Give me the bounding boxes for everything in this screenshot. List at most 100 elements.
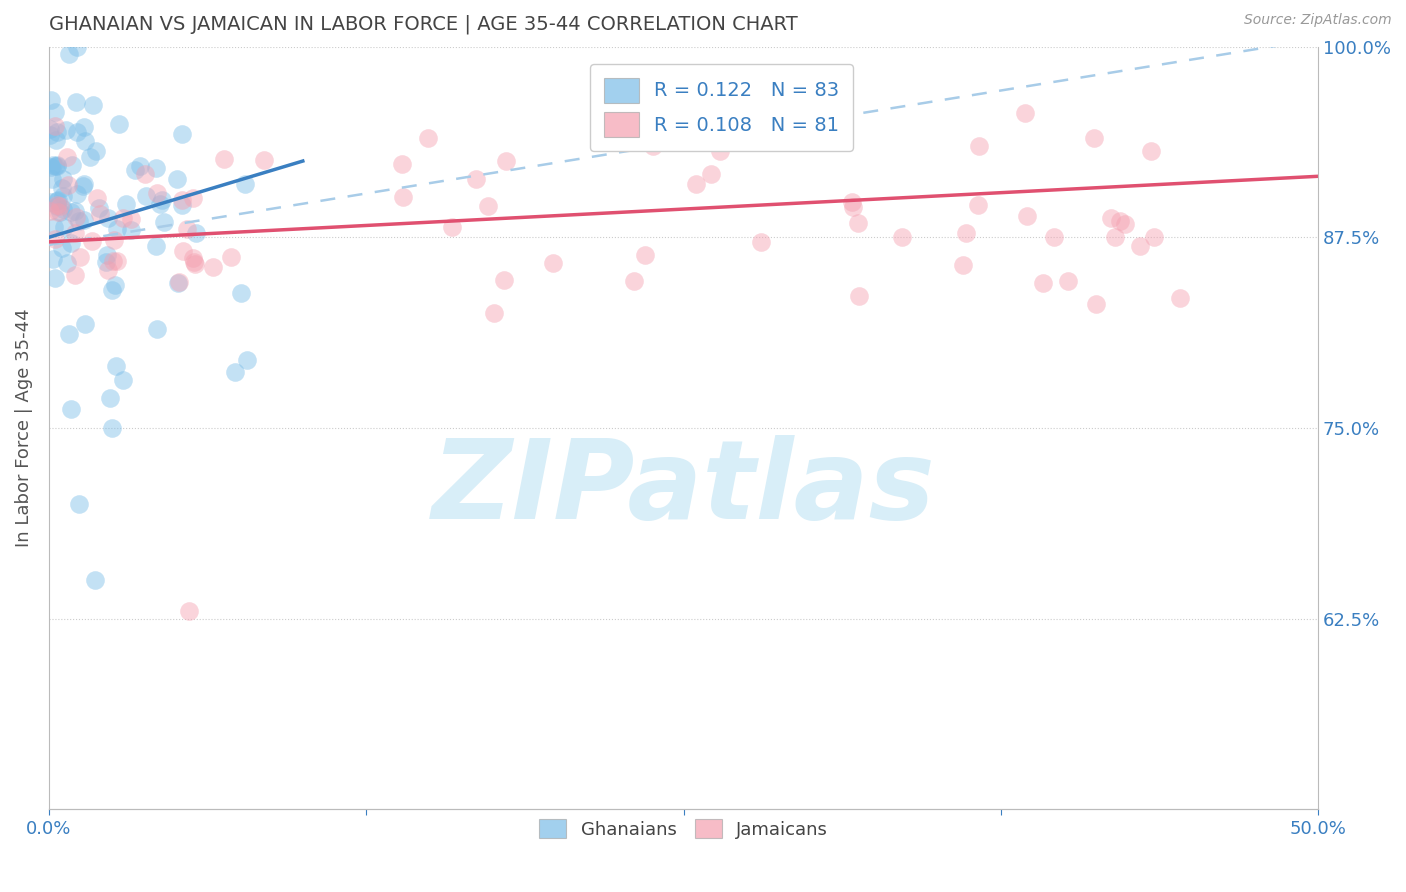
Point — [38, 204, 60, 219]
Point — [643, 139, 665, 153]
Point — [104, 278, 127, 293]
Point — [391, 157, 413, 171]
Point — [45, 125, 67, 139]
Point — [107, 254, 129, 268]
Point — [86, 191, 108, 205]
Point — [63, 203, 86, 218]
Point — [172, 127, 194, 141]
Point — [51, 241, 73, 255]
Point — [1099, 211, 1122, 226]
Point — [59, 235, 82, 250]
Point — [45, 194, 67, 209]
Point — [623, 274, 645, 288]
Point — [82, 98, 104, 112]
Point — [1085, 297, 1108, 311]
Point — [66, 125, 89, 139]
Text: Source: ZipAtlas.com: Source: ZipAtlas.com — [1244, 13, 1392, 28]
Point — [73, 177, 96, 191]
Point — [1104, 230, 1126, 244]
Point — [233, 177, 256, 191]
Point — [418, 130, 440, 145]
Point — [172, 193, 194, 207]
Point — [1014, 105, 1036, 120]
Point — [709, 145, 731, 159]
Text: ZIPatlas: ZIPatlas — [432, 435, 935, 542]
Point — [60, 204, 83, 219]
Point — [96, 247, 118, 261]
Point — [89, 207, 111, 221]
Point — [184, 227, 207, 241]
Point — [169, 275, 191, 289]
Point — [96, 211, 118, 226]
Point — [172, 244, 194, 258]
Point — [73, 213, 96, 227]
Point — [134, 167, 156, 181]
Point — [1168, 292, 1191, 306]
Legend: Ghanaians, Jamaicans: Ghanaians, Jamaicans — [531, 812, 835, 846]
Point — [69, 250, 91, 264]
Point — [72, 178, 94, 193]
Point — [1109, 214, 1132, 228]
Point — [44, 119, 66, 133]
Point — [56, 178, 79, 193]
Point — [634, 248, 657, 262]
Point — [52, 219, 75, 234]
Point — [41, 252, 63, 267]
Point — [39, 128, 62, 142]
Point — [46, 158, 69, 172]
Point — [44, 271, 66, 285]
Point — [841, 194, 863, 209]
Point — [150, 193, 173, 207]
Point — [51, 180, 73, 194]
Point — [183, 255, 205, 269]
Point — [112, 373, 135, 387]
Point — [952, 258, 974, 272]
Point — [97, 263, 120, 277]
Point — [170, 198, 193, 212]
Point — [66, 186, 89, 201]
Point — [73, 134, 96, 148]
Point — [166, 172, 188, 186]
Point — [181, 191, 204, 205]
Point — [846, 216, 869, 230]
Point — [52, 171, 75, 186]
Y-axis label: In Labor Force | Age 35-44: In Labor Force | Age 35-44 — [15, 309, 32, 547]
Point — [103, 233, 125, 247]
Point — [124, 163, 146, 178]
Point — [219, 251, 242, 265]
Point — [101, 253, 124, 268]
Text: GHANAIAN VS JAMAICAN IN LABOR FORCE | AGE 35-44 CORRELATION CHART: GHANAIAN VS JAMAICAN IN LABOR FORCE | AG… — [49, 15, 797, 35]
Point — [177, 604, 200, 618]
Point — [494, 273, 516, 287]
Point — [1057, 274, 1080, 288]
Point — [105, 221, 128, 235]
Point — [49, 205, 72, 219]
Point — [120, 223, 142, 237]
Point — [83, 574, 105, 588]
Point — [65, 210, 87, 224]
Point — [890, 229, 912, 244]
Point — [176, 222, 198, 236]
Point — [1114, 217, 1136, 231]
Point — [842, 201, 865, 215]
Point — [55, 150, 77, 164]
Point — [212, 152, 235, 166]
Point — [146, 322, 169, 336]
Point — [495, 154, 517, 169]
Point — [685, 177, 707, 191]
Point — [39, 195, 62, 210]
Point — [440, 219, 463, 234]
Point — [152, 215, 174, 229]
Point — [145, 161, 167, 175]
Point — [98, 391, 121, 405]
Point — [789, 129, 811, 144]
Point — [94, 255, 117, 269]
Point — [42, 220, 65, 235]
Point — [60, 401, 83, 416]
Point — [477, 199, 499, 213]
Point — [231, 286, 253, 301]
Point — [45, 133, 67, 147]
Point — [700, 167, 723, 181]
Point — [84, 145, 107, 159]
Point — [73, 317, 96, 331]
